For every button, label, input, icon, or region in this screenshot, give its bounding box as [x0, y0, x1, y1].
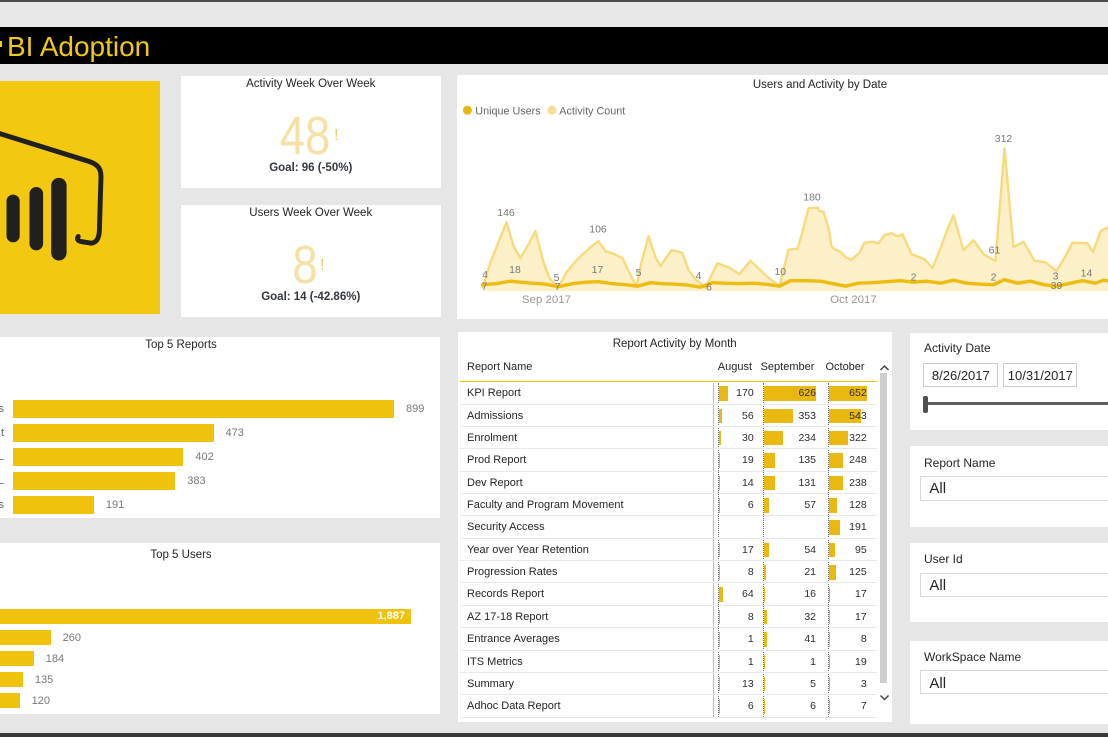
svg-text:18: 18: [509, 265, 521, 276]
svg-text:7: 7: [554, 282, 560, 293]
svg-text:4: 4: [695, 271, 701, 282]
svg-text:39: 39: [1050, 281, 1062, 292]
svg-text:10: 10: [774, 267, 786, 278]
svg-text:2: 2: [990, 272, 996, 283]
svg-text:5: 5: [553, 273, 559, 284]
svg-text:Unique Users: Unique Users: [475, 105, 540, 117]
svg-text:6: 6: [706, 282, 712, 293]
svg-text:14: 14: [1080, 268, 1092, 279]
svg-text:7: 7: [481, 281, 487, 292]
svg-text:146: 146: [497, 208, 515, 219]
svg-text:5: 5: [635, 268, 641, 279]
svg-text:17: 17: [591, 265, 603, 276]
svg-text:2: 2: [910, 272, 916, 283]
svg-text:Sep 2017: Sep 2017: [521, 294, 570, 306]
svg-text:Activity Count: Activity Count: [559, 105, 625, 117]
svg-text:61: 61: [988, 245, 1000, 256]
svg-text:312: 312: [994, 134, 1012, 145]
svg-text:180: 180: [803, 192, 821, 203]
svg-text:Oct 2017: Oct 2017: [830, 294, 877, 306]
svg-text:4: 4: [482, 270, 488, 281]
svg-text:106: 106: [589, 224, 607, 235]
svg-text:3: 3: [1052, 271, 1058, 282]
